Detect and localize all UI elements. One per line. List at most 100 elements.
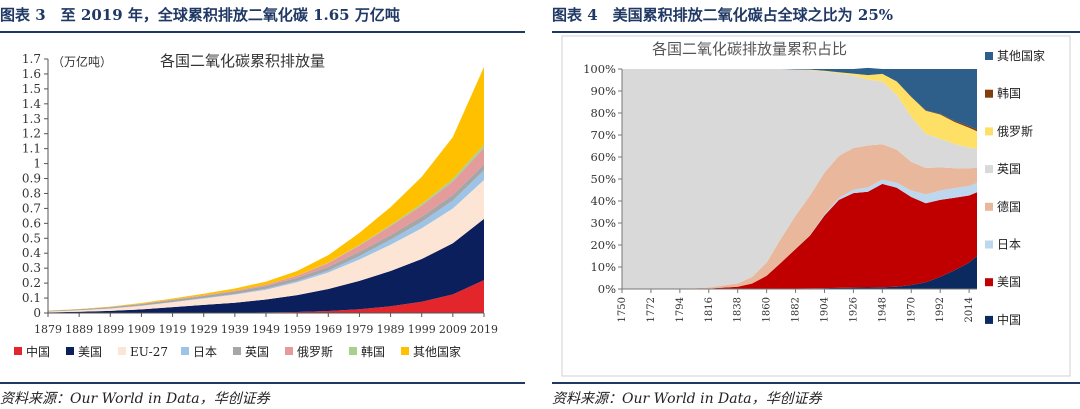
chart-title: 各国二氧化碳累积排放量 [160, 52, 325, 70]
y-tick-label: 10% [590, 260, 616, 274]
legend-label-others: 其他国家 [413, 344, 461, 359]
x-tick-label: 1926 [848, 297, 859, 322]
x-tick-label: 1939 [221, 323, 249, 336]
legend-swatch-china [985, 315, 993, 324]
y-tick-label: 1.4 [22, 97, 41, 111]
x-tick-label: 1882 [791, 297, 802, 322]
chart-title: 各国二氧化碳排放量累积占比 [652, 40, 847, 58]
x-tick-label: 1909 [127, 323, 155, 336]
legend-swatch-japan [985, 240, 993, 249]
area-series-russia [48, 147, 484, 311]
cumulative-share-area-chart: 0% 10% 20% 30% 40% 50% 60% 70% 80% 90% 100% 1750 177… [561, 35, 1071, 377]
x-tick-label: 1970 [906, 297, 917, 322]
legend-label-us: 美国 [997, 275, 1021, 289]
legend-label-germany: 德国 [997, 199, 1021, 214]
figure-4-bottom-rule [552, 382, 1080, 384]
area-series-germany [622, 144, 977, 289]
x-tick-label: 1860 [762, 297, 773, 322]
area-series-others [622, 67, 977, 130]
legend-label-china: 中国 [997, 312, 1021, 327]
legend-label-uk: 英国 [245, 345, 269, 359]
y-tick-label: 1.5 [22, 82, 41, 96]
figure-4-title-rule [552, 31, 1080, 33]
y-tick-label: 0.4 [22, 246, 41, 260]
figure-4-source: 资料来源：Our World in Data，华创证券 [552, 391, 822, 407]
area-series-japan [48, 170, 484, 312]
y-tick-label: 0.9 [22, 172, 41, 186]
y-tick-label: 70% [590, 128, 616, 142]
y-tick-label: 0.5 [22, 231, 41, 245]
y-tick-label: 0.1 [22, 291, 41, 305]
legend-swatch-eu27 [118, 347, 126, 355]
y-tick-label: 0.6 [22, 216, 41, 230]
y-tick-label: 0 [33, 306, 41, 320]
y-tick-label: 0.7 [22, 201, 41, 215]
legend-swatch-others [401, 347, 409, 355]
legend-label-japan: 日本 [997, 238, 1021, 252]
x-tick-label: 2019 [470, 323, 498, 336]
y-tick-label: 30% [590, 216, 616, 230]
y-tick-label: 1.2 [22, 127, 41, 141]
area-series-uk [622, 69, 977, 289]
legend-label-russia: 俄罗斯 [997, 124, 1033, 138]
y-tick-label: 80% [590, 106, 616, 120]
y-tick-label: 1.7 [22, 52, 41, 66]
legend-swatch-china [14, 347, 22, 355]
area-series-china [48, 280, 484, 313]
y-tick-label: 1 [33, 157, 41, 171]
legend-label-us: 美国 [78, 345, 102, 359]
legend-swatch-korea [349, 347, 357, 355]
x-tick-label: 1899 [96, 323, 124, 336]
x-tick-label: 1999 [408, 323, 436, 336]
x-tick-label: 1838 [733, 297, 744, 322]
chart-frame [561, 35, 1071, 377]
x-tick-label: 1904 [819, 297, 830, 322]
x-tick-label: 1969 [314, 323, 342, 336]
x-tick-label: 1979 [345, 323, 373, 336]
x-tick-label: 1949 [252, 323, 280, 336]
x-tick-label: 1879 [34, 323, 62, 336]
figure-3-panel: 图表 3 至 2019 年，全球累积排放二氧化碳 1.65 万亿吨 0 0.1 0.… [0, 0, 525, 409]
figure-3-title: 图表 3 至 2019 年，全球累积排放二氧化碳 1.65 万亿吨 [0, 6, 400, 24]
area-series-us [48, 218, 484, 313]
legend-label-eu27: EU-27 [130, 345, 168, 359]
y-tick-label: 0% [598, 282, 616, 296]
y-tick-label: 0.8 [22, 186, 41, 200]
x-tick-label: 1919 [159, 323, 187, 336]
y-tick-label: 20% [590, 238, 616, 252]
legend-label-china: 中国 [26, 344, 50, 359]
cumulative-emissions-area-chart: 00.10.20.30.40.50.60.70.80.911.11.21.31.… [14, 52, 498, 359]
legend-swatch-russia [285, 347, 293, 355]
x-tick-label: 1959 [283, 323, 311, 336]
y-tick-label: 1.6 [22, 67, 41, 81]
legend-swatch-us [66, 347, 74, 355]
legend-label-korea: 韩国 [361, 344, 385, 359]
legend-swatch-uk [233, 347, 241, 355]
figure-4-panel: 图表 4 美国累积排放二氧化碳占全球之比为 25% 0% 10% 20% 30% 40%… [552, 0, 1080, 409]
legend-swatch-japan [181, 347, 189, 355]
area-series-eu27 [48, 180, 484, 313]
legend-label-uk: 英国 [997, 162, 1021, 176]
figure-4-title: 图表 4 美国累积排放二氧化碳占全球之比为 25% [552, 6, 894, 24]
x-tick-label: 1929 [190, 323, 218, 336]
legend-swatch-uk [985, 165, 993, 174]
x-tick-label: 1794 [675, 297, 686, 322]
legend-label-russia: 俄罗斯 [297, 345, 333, 359]
legend-swatch-others [985, 52, 993, 60]
area-series-china [622, 256, 977, 289]
y-tick-label: 0.2 [22, 276, 41, 290]
y-tick-label: 1.3 [22, 112, 41, 126]
y-tick-label: 0.3 [22, 261, 41, 275]
legend-swatch-russia [985, 127, 993, 136]
legend-swatch-us [985, 278, 993, 287]
x-tick-label: 2009 [439, 323, 467, 336]
x-tick-label: 1889 [65, 323, 93, 336]
x-tick-label: 1816 [704, 297, 715, 322]
x-tick-label: 1772 [646, 297, 657, 322]
x-tick-label: 1750 [617, 297, 628, 322]
figure-3-bottom-rule [0, 382, 525, 384]
y-tick-label: 1.1 [22, 142, 41, 156]
area-series-us [622, 183, 977, 289]
x-tick-label: 1948 [877, 297, 888, 322]
y-tick-label: 60% [590, 150, 616, 164]
